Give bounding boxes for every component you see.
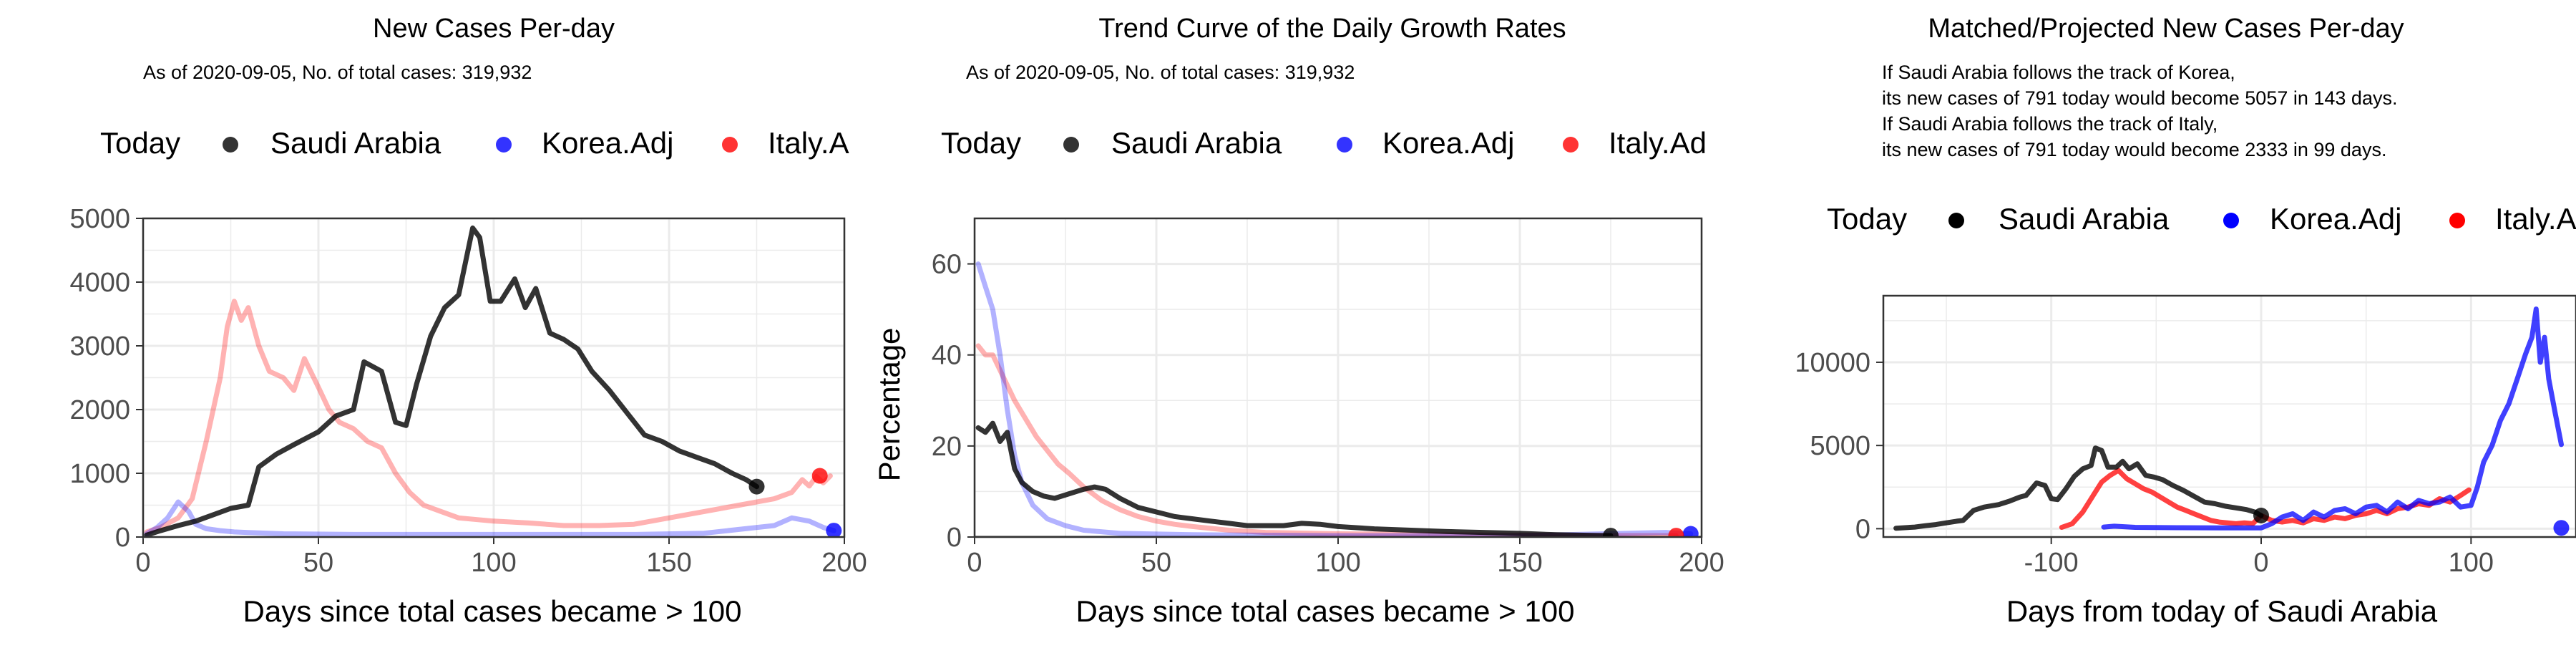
panel2-legend: Today Saudi Arabia Korea.Adj Italy.Ad bbox=[941, 126, 1707, 160]
x-tick-label: 100 bbox=[2449, 548, 2494, 578]
x-tick-label: 200 bbox=[1679, 548, 1724, 578]
y-tick-label: 1000 bbox=[69, 459, 130, 489]
y-tick-label: 20 bbox=[932, 432, 962, 462]
panel3-subtitle-line2: its new cases of 791 today would become … bbox=[1882, 87, 2397, 109]
today-point-saudi-arabia bbox=[748, 478, 765, 495]
y-tick-label: 0 bbox=[947, 523, 962, 553]
x-tick-label: 100 bbox=[1315, 548, 1360, 578]
panel3-x-axis-label: Days from today of Saudi Arabia bbox=[2006, 594, 2438, 628]
panel-border bbox=[973, 217, 1703, 538]
panel2-legend-dot-korea bbox=[1337, 137, 1352, 153]
panel1-legend-dot-saudi bbox=[223, 137, 238, 153]
x-tick-label: 100 bbox=[471, 548, 516, 578]
today-point-saudi-arabia bbox=[1603, 528, 1619, 537]
today-point-korea-adj bbox=[826, 523, 842, 537]
y-tick-label: 5000 bbox=[69, 204, 130, 234]
x-tick-label: 200 bbox=[821, 548, 867, 578]
today-point-saudi-arabia bbox=[2253, 507, 2269, 523]
series-line-korea bbox=[975, 261, 1694, 537]
x-tick-label: 50 bbox=[303, 548, 333, 578]
panel3-plot-area: -100 0 100 0 5000 10000 bbox=[1795, 294, 2576, 578]
panel-border bbox=[1882, 294, 2576, 538]
series-layer bbox=[144, 225, 842, 537]
panel1-legend-dot-italy bbox=[722, 137, 738, 153]
panel-border bbox=[142, 217, 846, 538]
series-layer bbox=[975, 261, 1702, 537]
x-tick-label: 150 bbox=[1497, 548, 1542, 578]
panel1-title: New Cases Per-day bbox=[373, 14, 615, 44]
y-tick-label: 10000 bbox=[1795, 348, 1870, 378]
x-tick-label: 150 bbox=[646, 548, 691, 578]
panel2-legend-label-korea: Korea.Adj bbox=[1382, 126, 1514, 160]
panel3-legend-label-saudi: Saudi Arabia bbox=[1999, 202, 2170, 236]
y-tick-label: 60 bbox=[932, 250, 962, 280]
x-tick-label: -100 bbox=[2024, 548, 2079, 578]
series-line-italy bbox=[144, 299, 833, 535]
series-line-italy bbox=[2059, 468, 2472, 530]
panel3-legend-label-italy: Italy.A bbox=[2495, 202, 2576, 236]
x-tick-label: 0 bbox=[967, 548, 982, 578]
y-tick-label: 3000 bbox=[69, 332, 130, 362]
y-tick-label: 5000 bbox=[1810, 431, 1870, 461]
panel2-legend-title: Today bbox=[941, 126, 1021, 160]
panel3-subtitle-line3: If Saudi Arabia follows the track of Ita… bbox=[1882, 113, 2218, 135]
panel3-legend-title: Today bbox=[1827, 202, 1907, 236]
panel3-legend-dot-italy bbox=[2449, 213, 2465, 228]
today-point-italy-adj bbox=[811, 468, 828, 484]
series-line-korea bbox=[144, 499, 836, 537]
panel1-x-axis-label: Days since total cases became > 100 bbox=[243, 594, 742, 628]
series-line-saudi bbox=[144, 225, 759, 537]
panel3-subtitle-line4: its new cases of 791 today would become … bbox=[1882, 139, 2386, 160]
panel1-legend-label-italy: Italy.A bbox=[768, 126, 849, 160]
panel1-legend: Today Saudi Arabia Korea.Adj Italy.A bbox=[100, 126, 849, 160]
x-tick-label: 0 bbox=[135, 548, 150, 578]
y-tick-label: 0 bbox=[115, 523, 130, 553]
panel-growth-rates: Trend Curve of the Daily Growth Rates As… bbox=[872, 14, 1724, 628]
series-line-korea bbox=[2101, 306, 2564, 531]
panel1-legend-label-korea: Korea.Adj bbox=[542, 126, 673, 160]
panel3-legend: Today Saudi Arabia Korea.Adj Italy.A bbox=[1827, 202, 2576, 236]
series-line-italy bbox=[975, 343, 1679, 537]
panel-projected: Matched/Projected New Cases Per-day If S… bbox=[1795, 14, 2576, 628]
today-point-korea-adj bbox=[2553, 520, 2570, 536]
panel2-legend-label-saudi: Saudi Arabia bbox=[1111, 126, 1282, 160]
today-point-korea-adj bbox=[1682, 526, 1699, 537]
panel1-legend-title: Today bbox=[100, 126, 180, 160]
panel3-legend-dot-saudi bbox=[1948, 213, 1964, 228]
x-tick-label: 50 bbox=[1141, 548, 1171, 578]
panel2-subtitle: As of 2020-09-05, No. of total cases: 31… bbox=[966, 62, 1355, 83]
panel3-legend-label-korea: Korea.Adj bbox=[2270, 202, 2401, 236]
series-line-saudi bbox=[975, 420, 1614, 537]
today-point-italy-adj bbox=[1668, 528, 1684, 537]
panel2-legend-dot-italy bbox=[1563, 137, 1579, 153]
panel1-subtitle: As of 2020-09-05, No. of total cases: 31… bbox=[143, 62, 532, 83]
panel3-subtitle-line1: If Saudi Arabia follows the track of Kor… bbox=[1882, 62, 2235, 83]
panel3-legend-dot-korea bbox=[2223, 213, 2239, 228]
panel2-legend-dot-saudi bbox=[1063, 137, 1079, 153]
y-tick-label: 4000 bbox=[69, 268, 130, 298]
y-tick-label: 0 bbox=[1855, 514, 1870, 544]
panel1-legend-label-saudi: Saudi Arabia bbox=[270, 126, 441, 160]
panel2-y-axis-label: Percentage bbox=[872, 328, 906, 482]
panel2-x-axis-label: Days since total cases became > 100 bbox=[1076, 594, 1575, 628]
panel2-legend-label-italy: Italy.Ad bbox=[1609, 126, 1707, 160]
panel3-title: Matched/Projected New Cases Per-day bbox=[1928, 14, 2404, 44]
panel2-title: Trend Curve of the Daily Growth Rates bbox=[1098, 14, 1566, 44]
series-line-saudi bbox=[1893, 445, 2264, 531]
series-layer bbox=[1893, 306, 2570, 536]
panel2-plot-area: 0 50 100 150 200 0 20 40 60 bbox=[932, 217, 1724, 578]
panel1-legend-dot-korea bbox=[496, 137, 512, 153]
y-tick-label: 2000 bbox=[69, 395, 130, 425]
x-tick-label: 0 bbox=[2253, 548, 2268, 578]
panel-new-cases: New Cases Per-day As of 2020-09-05, No. … bbox=[69, 14, 867, 628]
y-tick-label: 40 bbox=[932, 341, 962, 371]
